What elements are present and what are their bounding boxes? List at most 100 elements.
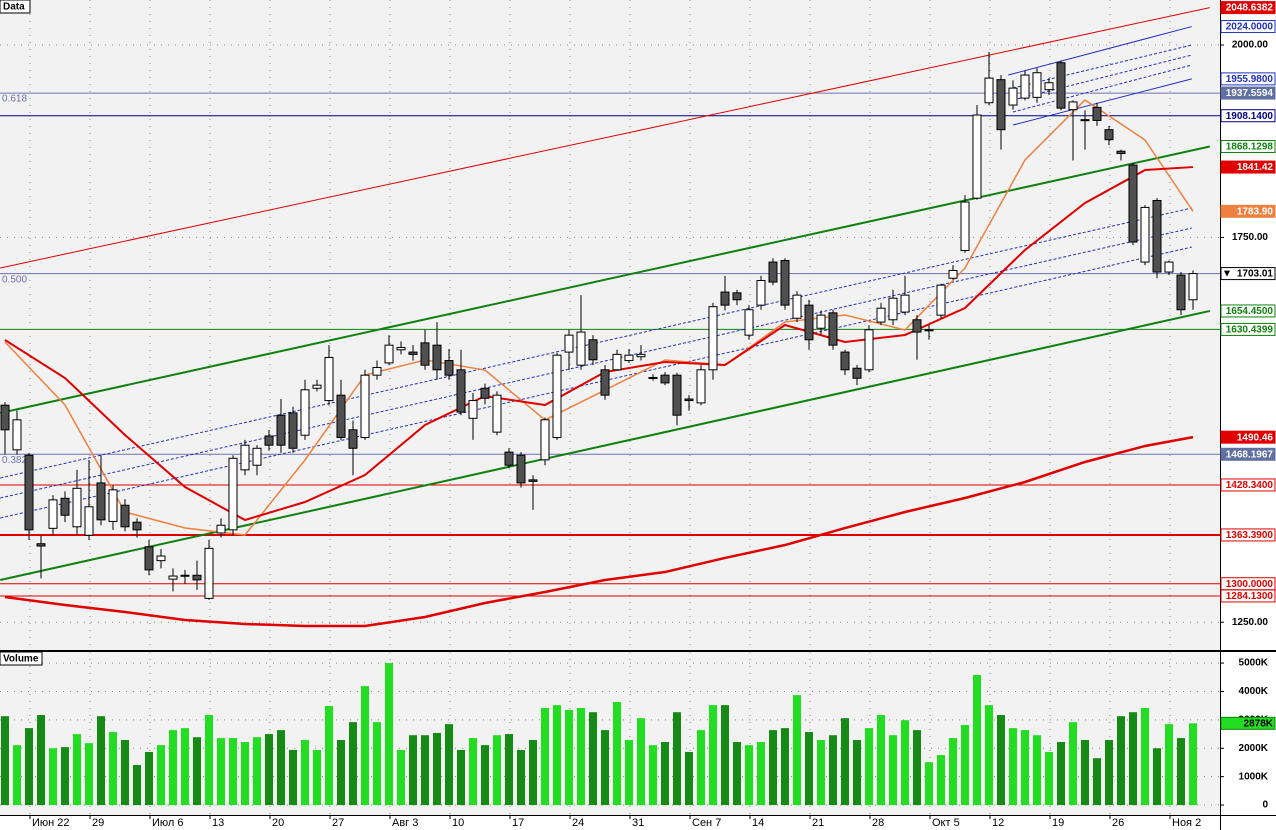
volume-bar xyxy=(877,715,885,806)
volume-bar xyxy=(469,738,477,806)
x-tick-label: Окт 5 xyxy=(932,817,960,829)
volume-bar xyxy=(229,738,237,806)
trend-line xyxy=(0,227,1192,499)
candle-body xyxy=(192,574,202,581)
volume-bar xyxy=(673,712,681,806)
volume-bar xyxy=(733,742,741,806)
candle-body xyxy=(432,344,442,371)
volume-bar xyxy=(445,724,453,806)
level-label-box xyxy=(1220,528,1276,542)
volume-bar xyxy=(13,745,21,806)
candle-body xyxy=(84,506,94,536)
volume-plot xyxy=(1,663,1197,806)
volume-bar xyxy=(1069,722,1077,806)
volume-bar xyxy=(265,734,273,806)
volume-bar xyxy=(169,730,177,806)
candle-body xyxy=(804,304,814,341)
volume-bar xyxy=(721,705,729,806)
volume-bar xyxy=(1117,716,1125,806)
candle-body xyxy=(1092,106,1102,121)
candle-body xyxy=(660,374,670,384)
x-tick-label: 21 xyxy=(812,817,824,829)
level-label: 1428.3400 xyxy=(1226,480,1274,491)
ma-label: 1841.42 xyxy=(1237,162,1274,173)
candle-body xyxy=(768,261,778,283)
candle-body xyxy=(1032,72,1042,98)
volume-bar xyxy=(73,734,81,806)
volume-bar xyxy=(817,740,825,806)
x-tick-label: 24 xyxy=(572,817,584,829)
candle-body xyxy=(1140,206,1150,263)
volume-bar xyxy=(109,732,117,806)
candle-body xyxy=(456,369,466,413)
candle-body xyxy=(1008,87,1018,106)
volume-bar xyxy=(829,735,837,806)
volume-bar xyxy=(889,735,897,806)
fib-price-label-box xyxy=(1220,447,1276,461)
x-tick-label: 26 xyxy=(1112,817,1124,829)
candle-body xyxy=(1116,150,1126,155)
volume-bar xyxy=(997,715,1005,806)
x-tick-label: 31 xyxy=(632,817,644,829)
candle-body xyxy=(900,294,910,313)
volume-bar xyxy=(301,740,309,806)
volume-bar xyxy=(313,749,321,806)
trend-label-box xyxy=(1220,72,1276,86)
volume-bar xyxy=(49,748,57,806)
candle-body xyxy=(1104,129,1114,141)
volume-bar xyxy=(949,738,957,806)
moving-average xyxy=(4,435,1194,628)
volume-bar xyxy=(37,715,45,806)
volume-bar xyxy=(841,718,849,806)
candle-body xyxy=(924,329,934,332)
candle-body xyxy=(828,312,838,346)
volume-tick-label: 5000K xyxy=(1239,658,1269,669)
candle-body xyxy=(36,543,46,547)
volume-bar xyxy=(589,712,597,806)
candle-body xyxy=(324,356,334,402)
volume-bar xyxy=(421,735,429,806)
candle-body xyxy=(480,387,490,399)
candle-body xyxy=(168,575,178,580)
volume-bar xyxy=(205,715,213,806)
candle-body xyxy=(1188,273,1198,301)
volume-bar xyxy=(385,663,393,806)
volume-label-box xyxy=(1220,716,1276,730)
volume-bar xyxy=(325,705,333,806)
candle-body xyxy=(72,487,82,528)
candle-body xyxy=(948,270,958,279)
candle-body xyxy=(1176,274,1186,311)
price-plot: 0.618 0.500 0.382 xyxy=(0,7,1220,628)
candle-body xyxy=(132,521,142,531)
volume-pane-title-box xyxy=(0,651,43,666)
volume-bar xyxy=(1153,748,1161,806)
volume-bar xyxy=(781,728,789,806)
volume-bar xyxy=(637,718,645,806)
level-label: 1363.3900 xyxy=(1226,530,1274,541)
volume-bar xyxy=(1105,740,1113,806)
volume-bar xyxy=(925,762,933,806)
fib-label: 0.382 xyxy=(2,455,27,466)
candle-body xyxy=(792,294,802,319)
last-price-label: 1703.01 xyxy=(1237,269,1274,280)
candle-body xyxy=(24,454,34,531)
level-label: 1908.1400 xyxy=(1226,111,1274,122)
volume-bar xyxy=(901,720,909,806)
volume-bar xyxy=(985,705,993,806)
level-label: 1284.1300 xyxy=(1226,591,1274,602)
candle-body xyxy=(372,366,382,376)
volume-bar xyxy=(241,742,249,806)
volume-bar xyxy=(793,695,801,806)
x-tick-label: Ноя 2 xyxy=(1172,817,1201,829)
candle-body xyxy=(444,360,454,376)
volume-bar xyxy=(289,749,297,806)
trend-label: 2048.6382 xyxy=(1226,3,1274,14)
last-price-box xyxy=(1220,267,1276,281)
volume-bar xyxy=(1141,707,1149,806)
level-label-box xyxy=(1220,322,1276,336)
trend-line xyxy=(1012,54,1192,101)
x-tick-label: 10 xyxy=(452,817,464,829)
level-label-box xyxy=(1220,589,1276,603)
volume-bar xyxy=(457,749,465,806)
candle-body xyxy=(396,346,406,351)
